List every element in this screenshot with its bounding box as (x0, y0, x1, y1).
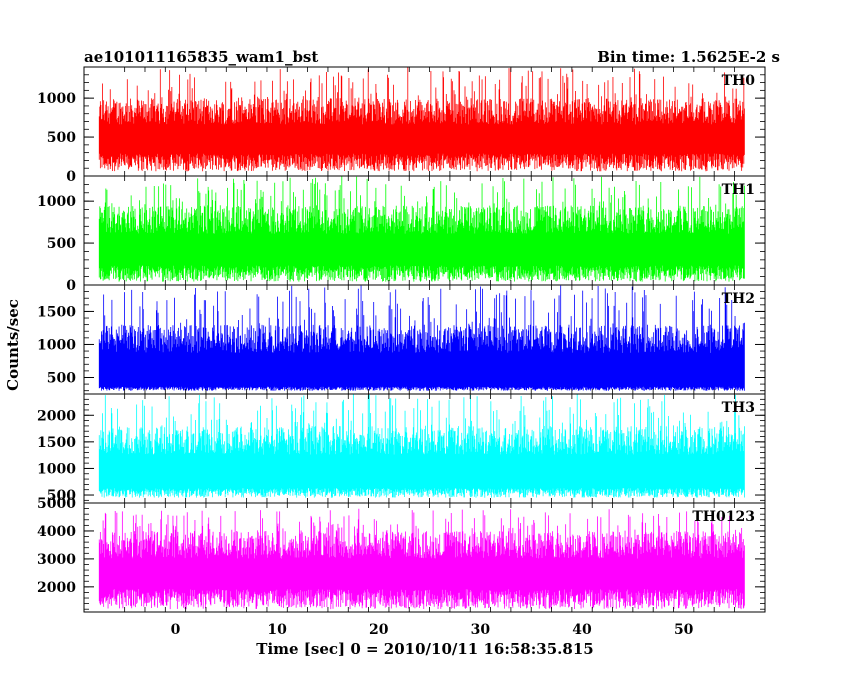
panel-name-label: TH2 (722, 291, 755, 307)
x-axis-label: Time [sec] 0 = 2010/10/11 16:58:35.815 (256, 640, 593, 658)
y-tick-label: 2000 (37, 580, 76, 596)
y-axis-label: Counts/sec (4, 299, 22, 391)
y-tick-label: 1000 (37, 194, 76, 210)
series-th2-line (98, 285, 745, 391)
panel-name-label: TH1 (722, 182, 755, 198)
y-tick-label: 3000 (37, 552, 76, 568)
series-th1-line (98, 176, 745, 282)
panel-frame (83, 502, 766, 613)
panel-name-label: TH0 (722, 73, 756, 89)
chart-title: ae101011165835_wam1_bst (84, 48, 318, 66)
panel-stack: 0 500 1000 TH0 0 500 1000 TH1 500 1000 1500 TH2 500 1… (37, 66, 766, 613)
panel-th0123: 2000 3000 4000 5000 TH0123 (37, 496, 766, 613)
panel-name-label: TH3 (722, 400, 755, 416)
y-tick-label: 0 (66, 278, 76, 294)
y-tick-label: 500 (47, 488, 76, 504)
y-tick-label: 1000 (37, 461, 76, 477)
y-tick-label: 500 (47, 370, 76, 386)
x-tick-label: 30 (471, 622, 491, 638)
y-tick-label: 2000 (37, 408, 76, 424)
panel-th3: 500 1000 1500 2000 TH3 (37, 393, 766, 504)
panel-th0: 0 500 1000 TH0 (37, 66, 766, 185)
y-tick-label: 1500 (37, 435, 76, 451)
panel-th1: 0 500 1000 TH1 (37, 175, 766, 294)
y-tick-label: 1500 (37, 304, 76, 320)
y-tick-label: 500 (47, 236, 76, 252)
x-tick-label: 0 (171, 622, 181, 638)
y-tick-label: 4000 (37, 524, 76, 540)
y-tick-label: 0 (66, 169, 76, 185)
x-tick-label: 40 (572, 622, 592, 638)
x-tick-label: 10 (267, 622, 287, 638)
x-axis-ticks: 0 10 20 30 40 50 (171, 622, 694, 638)
series-th0123-line (98, 508, 745, 610)
panel-th2: 500 1000 1500 TH2 (37, 284, 766, 395)
panel-name-label: TH0123 (692, 509, 755, 525)
y-tick-label: 1000 (37, 91, 76, 107)
chart-subtitle: Bin time: 1.5625E-2 s (597, 48, 780, 66)
series-th0-line (98, 67, 745, 172)
y-tick-label: 1000 (37, 337, 76, 353)
y-tick-label: 5000 (37, 496, 76, 512)
series-th3-line (98, 394, 745, 498)
x-tick-label: 50 (674, 622, 694, 638)
x-tick-label: 20 (369, 622, 389, 638)
y-tick-label: 500 (47, 130, 76, 146)
